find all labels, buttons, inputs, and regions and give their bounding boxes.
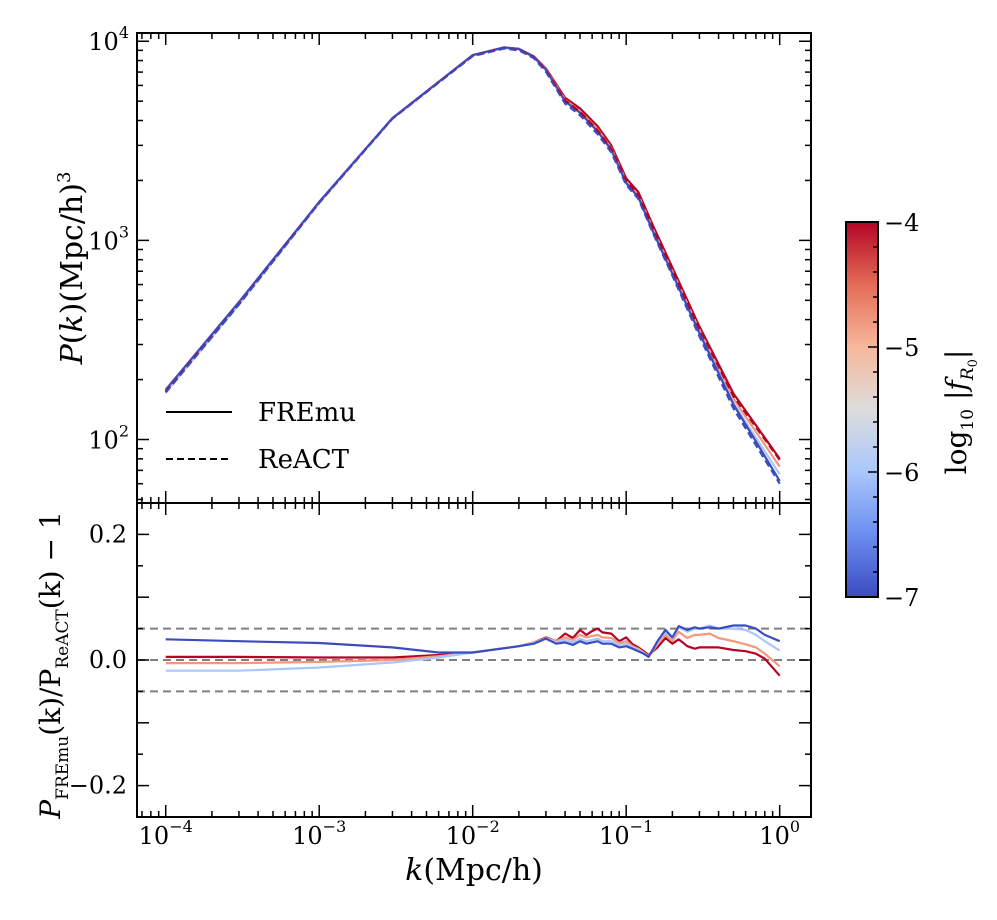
bottom-y-label-sub1: FREmu [53,736,73,800]
colorbar-frame [845,221,879,598]
x-tick-label: 10−1 [599,817,653,850]
colorbar-tick-label: −7 [884,584,919,612]
bottom-ticks [137,502,811,818]
bottom-series-group [165,624,781,677]
bottom-y-tick-label: −0.2 [69,772,127,800]
top-panel-frame [136,32,812,504]
legend-label-fremu: FREmu [258,398,356,428]
top-y-tick-labels: 102 103 104 [88,23,129,454]
reference-lines [137,627,811,693]
x-axis-label: k(Mpc/h) [405,853,543,888]
top-series-group [164,46,781,485]
colorbar-gradient [846,222,878,597]
top-panel: 102 103 104 P(k)(Mpc/h)3 FREmu ReACT [54,23,812,504]
top-y-axis-label: P(k)(Mpc/h)3 [54,172,90,366]
x-tick-label: 10−3 [292,817,346,850]
bottom-y-label-mid: (k)/P [34,669,67,736]
bottom-y-label-end: (k) − 1 [34,511,67,609]
legend-label-react: ReACT [258,445,350,475]
colorbar-tick-label: −6 [884,459,919,487]
x-tick-labels: 10−4 10−3 10−2 10−1 100 [139,817,800,850]
legend: FREmu ReACT [166,398,356,475]
colorbar-ticks: −4 −5 −6 −7 [868,209,919,612]
ratio-series-line-3 [165,624,781,659]
colorbar-tick-label: −5 [884,334,919,362]
colorbar-label: log10 |fR0| [940,350,981,475]
top-y-axis-label-exp: 3 [54,172,75,183]
x-tick-label: 10−4 [139,817,193,850]
bottom-y-tick-label: 0.0 [89,646,127,674]
x-tick-label: 10−2 [446,817,500,850]
ratio-series-line-2 [165,624,781,672]
ratio-series-line-1 [165,630,781,668]
bottom-y-label-p1: P [34,799,67,820]
top-ticks [137,33,811,503]
top-y-tick-label: 103 [88,222,129,255]
colorbar: −4 −5 −6 −7 log10 |fR0| [845,209,981,612]
top-series-line-react-4 [164,47,781,461]
colorbar-tick-label: −4 [884,209,919,237]
top-y-tick-label: 104 [88,23,129,56]
bottom-y-axis-label: PFREmu(k)/PReACT(k) − 1 [34,511,73,819]
bottom-panel: 0.20.0−0.2 10−4 10−3 10−2 10−1 100 PFREmu(k)… [34,502,812,888]
bottom-y-label-sub2: ReACT [53,609,73,669]
x-axis-label-units: (Mpc/h) [423,853,543,888]
top-y-axis-label-main: )(Mpc/h) [55,183,90,314]
top-y-tick-label: 102 [88,422,129,455]
x-tick-label: 100 [759,817,800,850]
top-series-line-react-5 [164,47,781,485]
bottom-y-tick-labels: 0.2 0.0 −0.2 [69,520,127,799]
bottom-y-tick-label: 0.2 [89,520,127,548]
